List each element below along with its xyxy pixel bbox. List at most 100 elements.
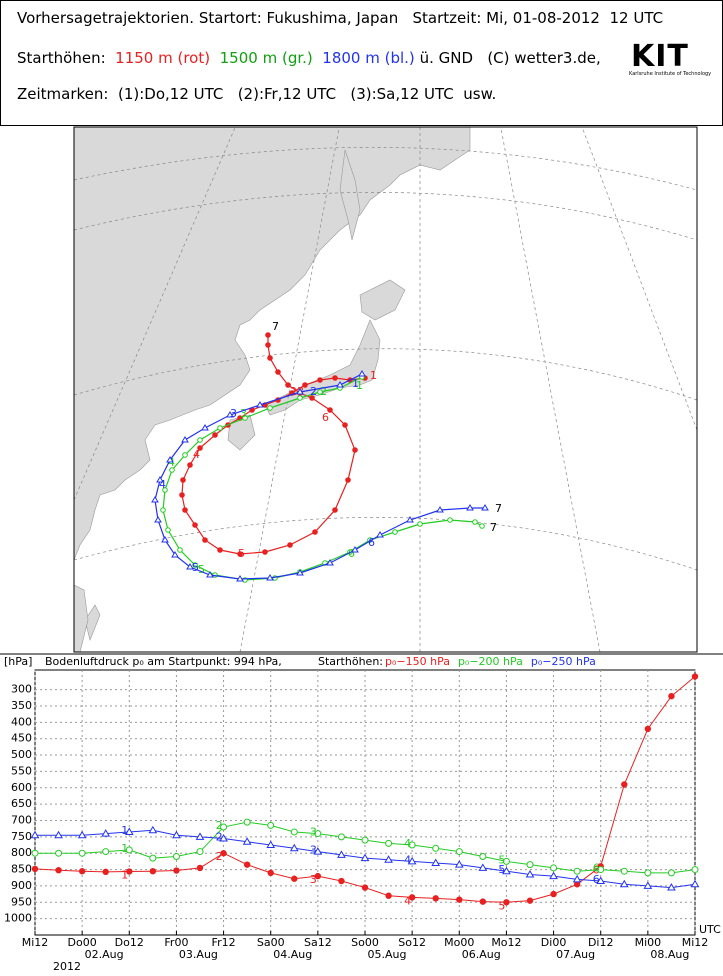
time-mark: 2: [320, 385, 327, 398]
marker: [126, 868, 133, 875]
marker: [447, 517, 453, 523]
marker: [336, 381, 344, 388]
unit-label: [hPa]: [4, 655, 32, 668]
marker: [173, 867, 180, 874]
x-tick-label: So00: [351, 936, 379, 949]
marker: [172, 852, 180, 860]
marker: [358, 370, 366, 377]
marker: [385, 892, 392, 899]
marker: [573, 881, 581, 888]
marker: [161, 536, 169, 543]
marker: [256, 401, 264, 408]
marker: [195, 832, 205, 840]
marker: [151, 496, 159, 503]
marker: [179, 492, 185, 498]
marker: [667, 883, 676, 891]
time-mark: 6: [348, 547, 355, 560]
x-tick-label: Sa12: [304, 936, 332, 949]
time-mark: 3: [310, 826, 317, 839]
marker: [597, 866, 605, 874]
y-tick-label: 400: [11, 715, 32, 728]
header: Vorhersagetrajektorien. Startort: Fukush…: [0, 0, 723, 126]
marker: [345, 477, 351, 483]
trajectories: 123456712345671234567: [151, 320, 502, 583]
marker: [217, 547, 223, 553]
marker: [312, 529, 318, 535]
marker: [550, 864, 558, 872]
marker: [192, 562, 198, 568]
y-tick-label: 550: [11, 764, 32, 777]
marker: [243, 818, 251, 826]
marker: [287, 542, 293, 548]
time-mark: 4: [404, 853, 411, 866]
title: Vorhersagetrajektorien. Startort: Fukush…: [17, 9, 664, 27]
marker: [691, 866, 699, 874]
marker: [196, 848, 204, 856]
map-frame: [73, 126, 698, 653]
marker: [187, 462, 193, 468]
marker: [181, 436, 189, 443]
marker: [219, 833, 228, 842]
copyright: (C) wetter3.de,: [487, 49, 601, 67]
marker: [408, 894, 416, 901]
legend-entry: p₀−250 hPa: [531, 655, 596, 668]
marker: [479, 852, 487, 860]
x-tick-label: So12: [398, 936, 426, 949]
x-tick-label: Mo00: [444, 936, 474, 949]
marker: [55, 849, 63, 857]
marker: [267, 821, 275, 829]
marker: [643, 881, 653, 889]
time-mark: 4: [404, 837, 411, 850]
marker: [192, 522, 198, 528]
marker: [644, 869, 652, 877]
y-tick-label: 800: [11, 846, 32, 859]
marker: [242, 837, 252, 845]
x-tick-label: Mi00: [635, 936, 662, 949]
marker: [479, 898, 487, 905]
marker: [309, 395, 315, 401]
marker: [217, 425, 223, 431]
marker: [317, 389, 323, 395]
marker: [266, 840, 276, 849]
marker: [243, 861, 251, 868]
time-mark: 5: [498, 899, 505, 912]
marker: [302, 382, 308, 388]
x-date-label: 07.Aug: [556, 948, 595, 961]
x-tick-label: Mi12: [682, 936, 709, 949]
marker: [160, 507, 166, 513]
marker: [526, 861, 534, 869]
x-date-label: 05.Aug: [368, 948, 407, 961]
time-mark: 1: [352, 377, 359, 390]
marker: [550, 890, 557, 898]
marker: [180, 477, 186, 483]
marker: [392, 529, 398, 535]
time-mark: 5: [498, 853, 505, 866]
marker: [596, 876, 606, 885]
marker: [644, 725, 652, 733]
time-mark: 5: [192, 561, 199, 574]
y-tick-label: 600: [11, 781, 32, 794]
marker: [262, 549, 268, 555]
time-mark: 5: [238, 547, 245, 560]
x-date-label: 08.Aug: [650, 948, 689, 961]
x-tick-label: Do00: [68, 936, 97, 949]
marker: [101, 829, 111, 837]
marker: [78, 849, 86, 857]
time-mark: 6: [593, 862, 600, 875]
marker: [148, 825, 158, 834]
marker: [171, 551, 179, 558]
marker: [197, 437, 203, 443]
marker: [668, 692, 675, 700]
blue-height: 1800 m (bl.): [322, 49, 415, 67]
logo: KIT: [631, 39, 689, 74]
marker: [314, 830, 322, 838]
marker: [385, 839, 393, 847]
start-heights: Starthöhen: 1150 m (rot) 1500 m (gr.) 18…: [17, 49, 601, 67]
marker: [691, 673, 699, 680]
marker: [690, 879, 700, 888]
marker: [573, 867, 581, 875]
marker: [162, 487, 168, 493]
marker: [352, 447, 358, 453]
marker: [201, 424, 209, 431]
